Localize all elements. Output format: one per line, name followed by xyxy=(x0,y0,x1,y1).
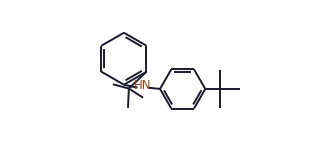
Text: HN: HN xyxy=(134,79,152,92)
